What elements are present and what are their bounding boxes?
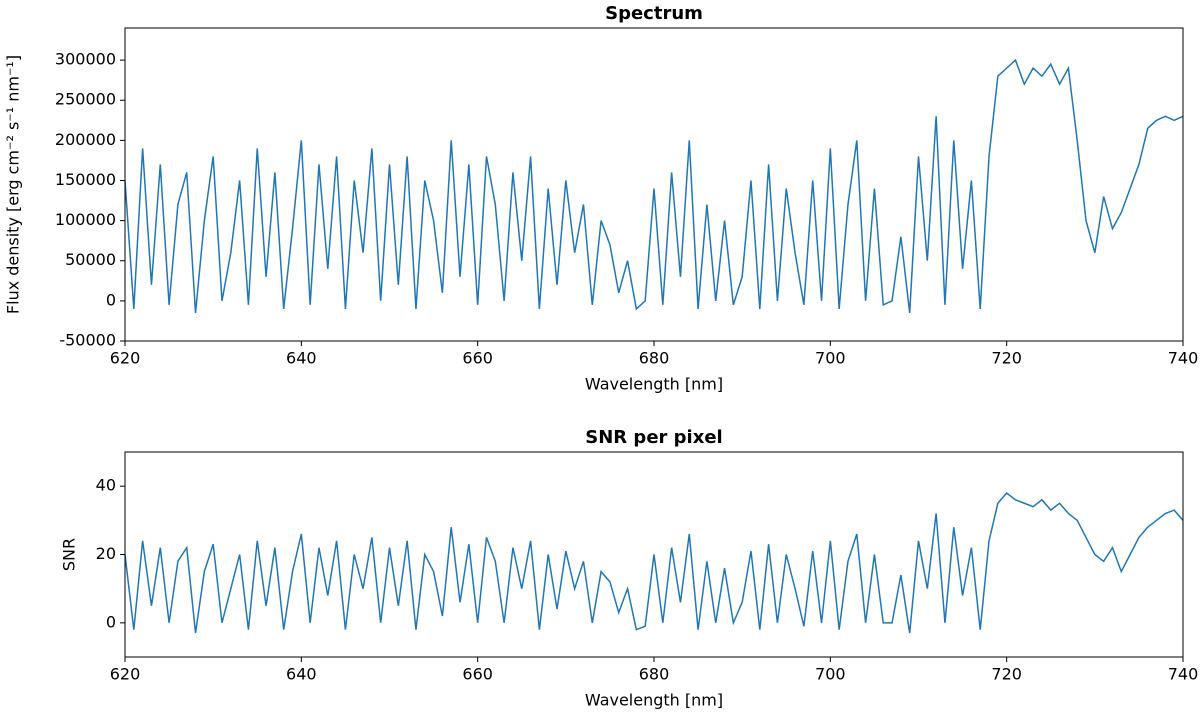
- x-axis-label: Wavelength [nm]: [585, 375, 723, 394]
- y-tick-label: 20: [96, 544, 116, 563]
- y-axis-label: SNR: [60, 538, 79, 571]
- y-tick-label: 50000: [65, 250, 116, 269]
- y-tick-label: 200000: [55, 130, 116, 149]
- spectrum-line: [124, 491, 1184, 634]
- x-tick-label: 720: [991, 665, 1022, 684]
- x-tick-label: 660: [462, 349, 493, 368]
- y-tick-label: -50000: [59, 331, 116, 350]
- y-tick-label: 100000: [55, 210, 116, 229]
- spectrum-line: [124, 58, 1184, 313]
- x-tick-label: 640: [286, 349, 317, 368]
- y-tick-label: 0: [106, 290, 116, 309]
- x-tick-label: 620: [110, 665, 141, 684]
- y-tick-label: 150000: [55, 170, 116, 189]
- axes-frame: [124, 27, 1184, 342]
- x-tick-label: 620: [110, 349, 141, 368]
- x-tick-label: 660: [462, 665, 493, 684]
- y-tick-label: 300000: [55, 50, 116, 69]
- x-axis-label: Wavelength [nm]: [585, 691, 723, 710]
- x-tick-label: 700: [815, 349, 846, 368]
- x-tick-label: 740: [1168, 349, 1199, 368]
- y-axis-label: Flux density [erg cm⁻² s⁻¹ nm⁻¹]: [4, 55, 23, 314]
- x-tick-label: 740: [1168, 665, 1199, 684]
- chart-title: Spectrum: [605, 3, 703, 24]
- axes-frame: [124, 451, 1184, 658]
- x-tick-label: 680: [639, 665, 670, 684]
- y-tick-label: 0: [106, 612, 116, 631]
- x-tick-label: 640: [286, 665, 317, 684]
- x-tick-label: 720: [991, 349, 1022, 368]
- y-tick-label: 40: [96, 476, 116, 495]
- y-tick-label: 250000: [55, 90, 116, 109]
- x-tick-label: 680: [639, 349, 670, 368]
- chart-title: SNR per pixel: [585, 427, 722, 448]
- x-tick-label: 700: [815, 665, 846, 684]
